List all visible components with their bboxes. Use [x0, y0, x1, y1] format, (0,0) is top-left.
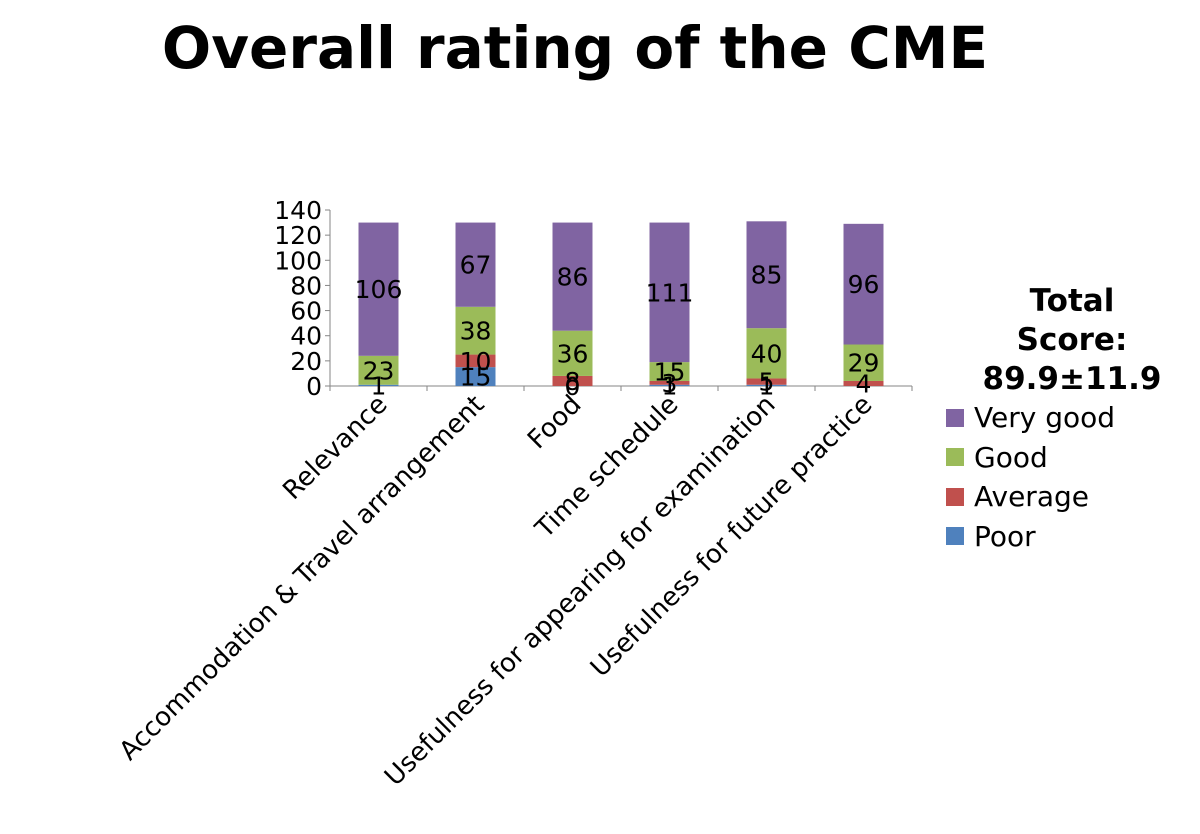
- y-tick-label: 120: [274, 221, 322, 250]
- bar-segment-very-good: [746, 221, 787, 329]
- bar-segment-good: [649, 362, 690, 381]
- data-label: 67: [460, 251, 492, 280]
- bar-segment-poor: [455, 367, 496, 386]
- data-label: 96: [848, 270, 880, 299]
- bar-segment-average: [843, 380, 884, 386]
- y-tick-label: 60: [290, 297, 322, 326]
- data-label: 8: [565, 367, 581, 396]
- bar-segment-average: [649, 380, 690, 385]
- bar-segment-poor: [746, 384, 787, 386]
- legend-swatch: [946, 527, 964, 546]
- data-label: 1: [759, 371, 775, 400]
- bar-segment-poor: [358, 384, 399, 386]
- legend-label: Poor: [974, 519, 1036, 553]
- y-tick-label: 0: [306, 372, 322, 401]
- y-tick-label: 80: [290, 271, 322, 300]
- chart-title: Overall rating of the CME: [161, 14, 989, 82]
- bar-segment-very-good: [358, 222, 399, 356]
- bar-segment-good: [455, 306, 496, 355]
- data-label: 0: [565, 372, 581, 401]
- bar-segment-good: [552, 330, 593, 376]
- data-label: 38: [460, 317, 492, 346]
- legend-item-very-good: Very good: [946, 398, 1115, 438]
- legend-swatch: [946, 448, 964, 467]
- data-label: 10: [460, 347, 492, 376]
- bar-segment-average: [455, 354, 496, 368]
- data-label: 86: [557, 263, 589, 292]
- y-tick-label: 40: [290, 322, 322, 351]
- data-label: 23: [363, 356, 395, 385]
- legend-item-average: Average: [946, 477, 1115, 517]
- bars: [358, 221, 884, 386]
- data-label: 36: [557, 339, 589, 368]
- data-label: 3: [662, 369, 678, 398]
- total-score-annotation: Total Score: 89.9±11.9: [982, 283, 1162, 397]
- bar-segment-good: [358, 355, 399, 385]
- bar-segment-very-good: [455, 222, 496, 307]
- bar-segment-very-good: [552, 222, 593, 331]
- bar-segment-average: [746, 378, 787, 385]
- data-label: 29: [848, 349, 880, 378]
- bar-segment-good: [843, 344, 884, 381]
- data-label: 4: [856, 369, 872, 398]
- bar-segment-average: [552, 375, 593, 386]
- legend-label: Very good: [974, 401, 1115, 435]
- data-label: 5: [759, 368, 775, 397]
- data-label: 1: [371, 371, 387, 400]
- legend: Very good Good Average Poor: [946, 398, 1115, 556]
- y-tick-label: 140: [274, 196, 322, 225]
- legend-swatch: [946, 487, 964, 506]
- data-label: 1: [662, 371, 678, 400]
- bar-segment-poor: [649, 384, 690, 386]
- data-label: 15: [654, 358, 686, 387]
- data-label: 85: [751, 261, 783, 290]
- legend-item-good: Good: [946, 438, 1115, 478]
- data-label: 15: [460, 363, 492, 392]
- legend-item-poor: Poor: [946, 517, 1115, 557]
- category-label: Accommodation & Travel arrangement: [114, 390, 491, 767]
- bar-segment-very-good: [649, 222, 690, 363]
- bar-segment-very-good: [843, 223, 884, 345]
- bar-segment-good: [746, 328, 787, 379]
- y-tick-label: 100: [274, 246, 322, 275]
- data-label: 106: [355, 275, 403, 304]
- legend-swatch: [946, 408, 964, 427]
- legend-label: Average: [974, 480, 1089, 514]
- y-tick-label: 20: [290, 347, 322, 376]
- data-label: 40: [751, 339, 783, 368]
- data-label: 111: [646, 278, 694, 307]
- legend-label: Good: [974, 440, 1048, 474]
